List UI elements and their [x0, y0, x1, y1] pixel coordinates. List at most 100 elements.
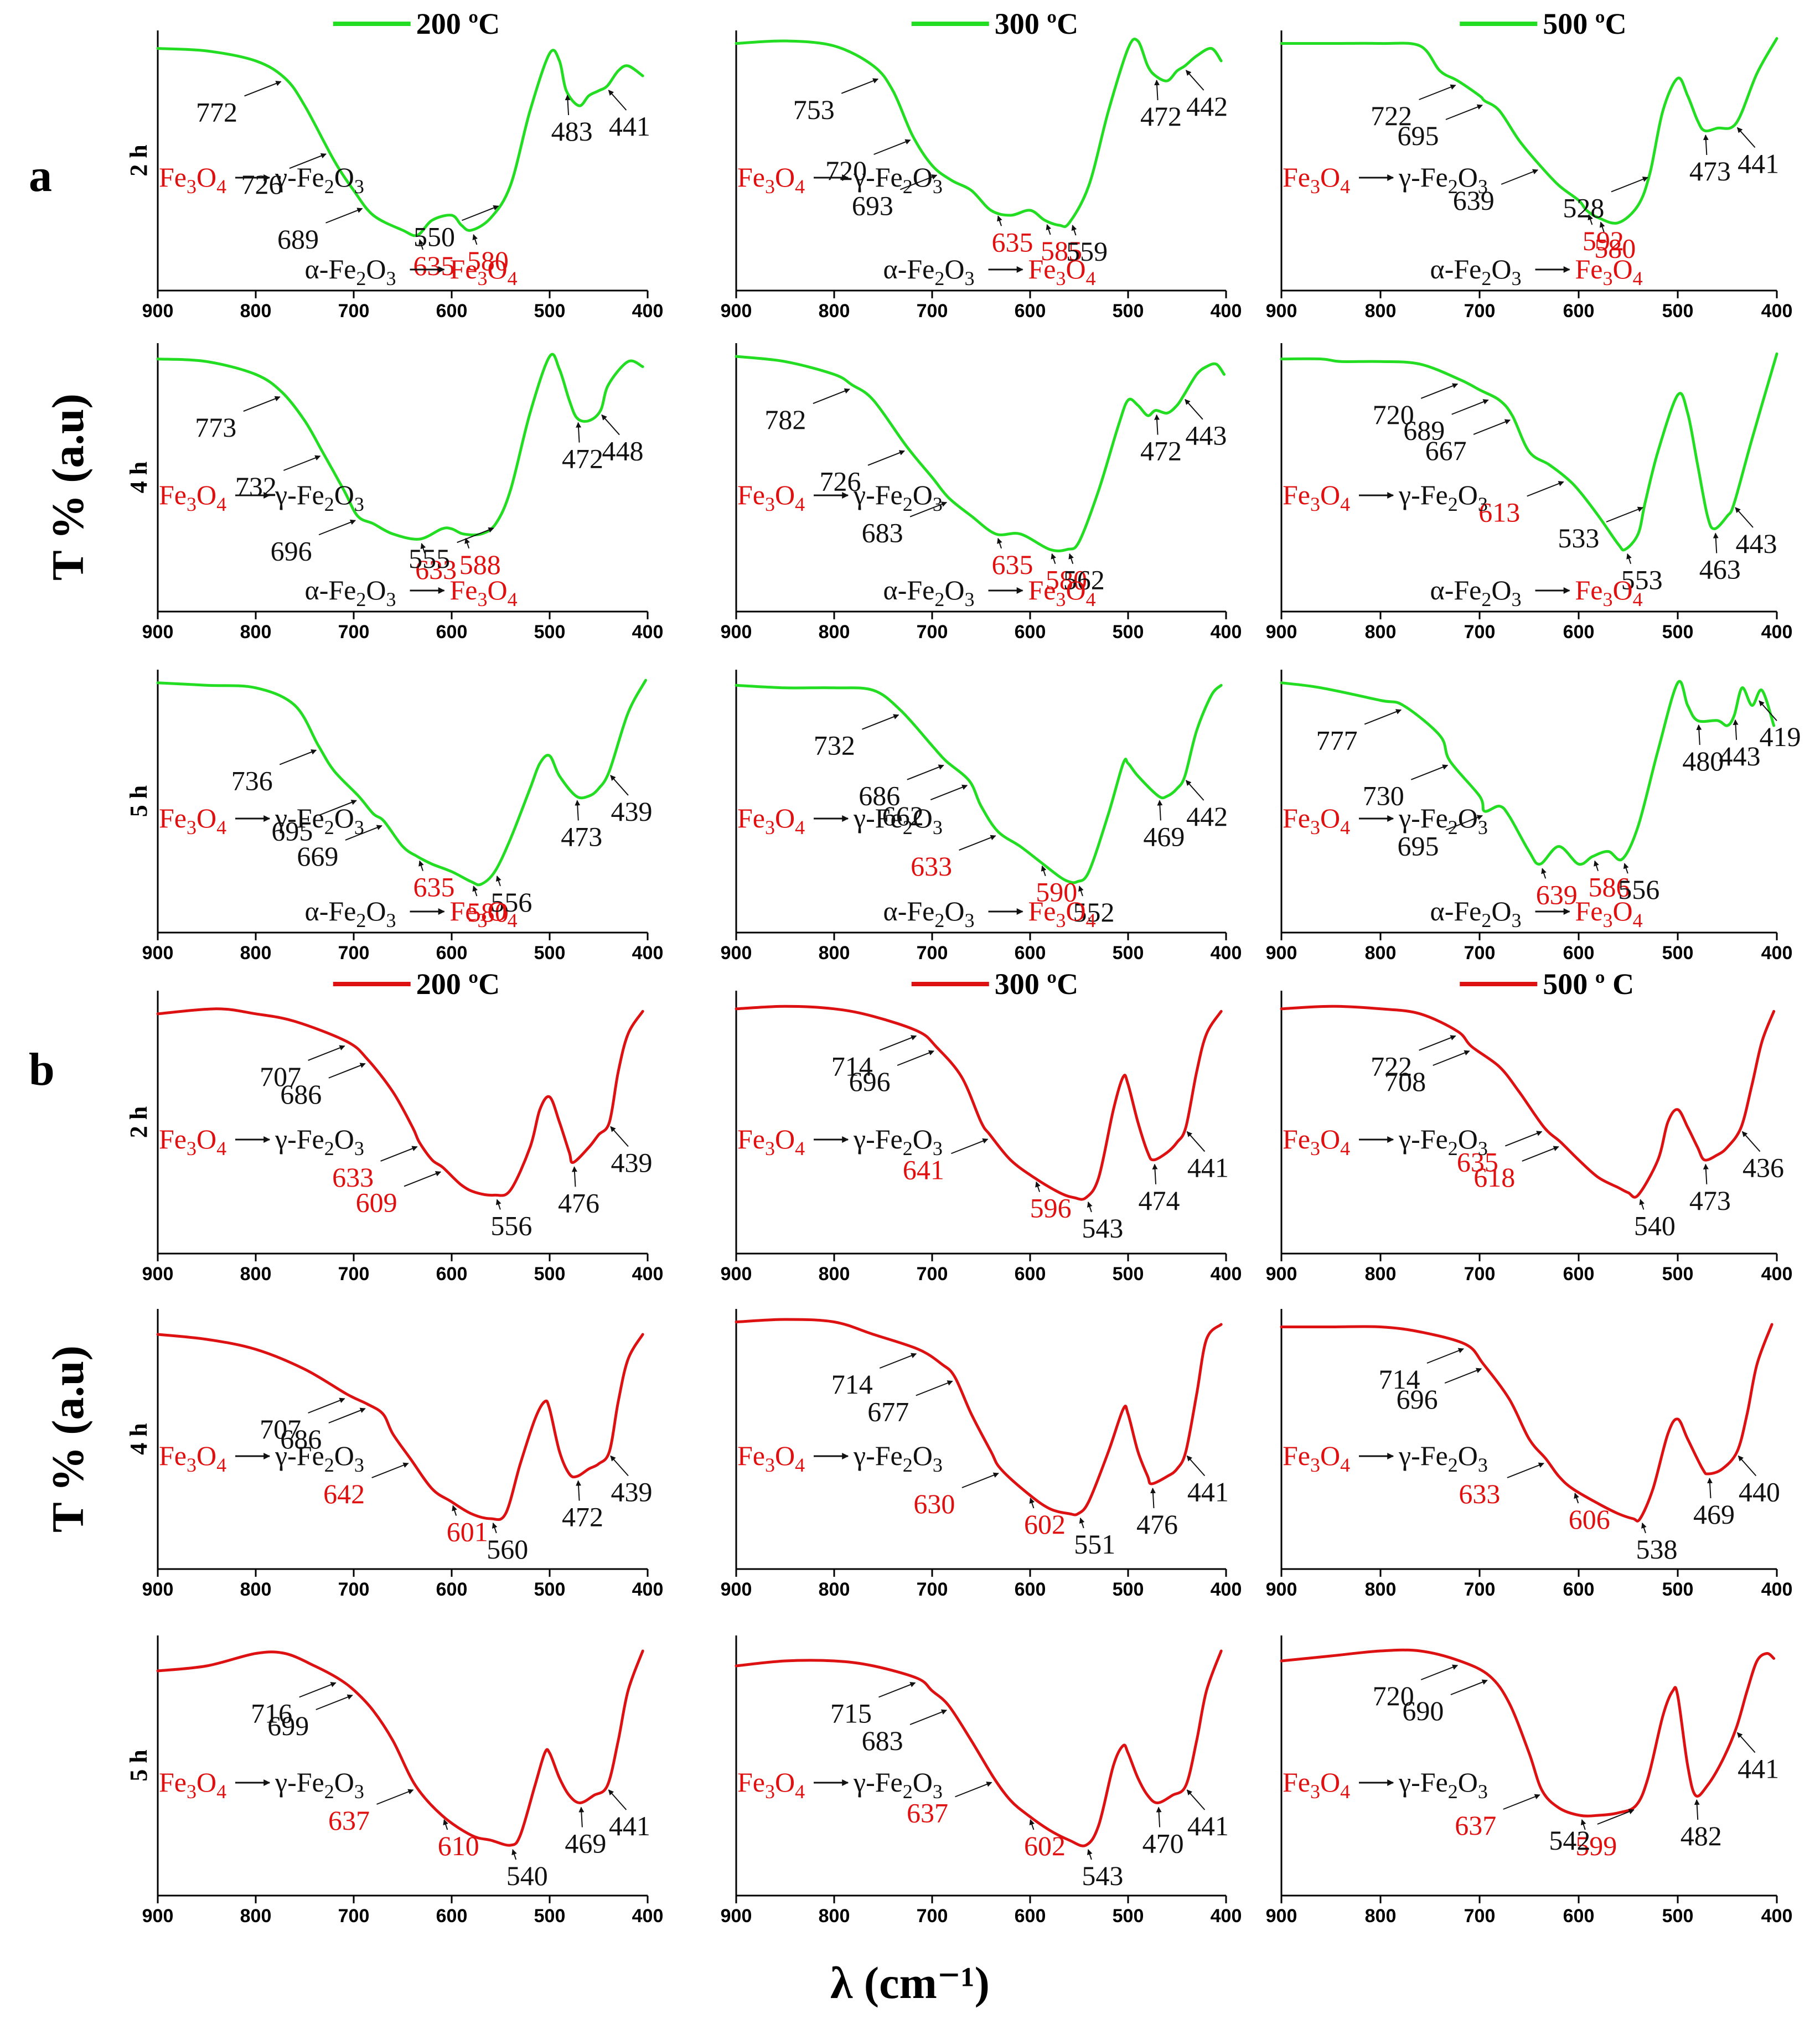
transition-from: α-Fe2O3 — [1430, 253, 1522, 289]
x-tick-label: 900 — [721, 943, 752, 964]
transition-to: γ-Fe2O3 — [1398, 1124, 1488, 1159]
peak-arrow — [576, 422, 582, 443]
peak-arrow — [916, 1380, 953, 1396]
peak-arrow — [1444, 1368, 1482, 1384]
peak-arrow — [511, 1849, 517, 1860]
peak-label: 442 — [1186, 801, 1228, 832]
peak-label: 630 — [913, 1488, 955, 1519]
x-tick-label: 900 — [721, 622, 752, 643]
transition-to: Fe3O4 — [450, 895, 518, 931]
peak-arrow — [610, 1455, 629, 1477]
peak-arrow — [1611, 177, 1648, 193]
peak-arrow — [955, 1782, 992, 1798]
x-tick-label: 800 — [819, 1906, 850, 1927]
peak-arrow — [328, 1063, 366, 1079]
peak-label: 443 — [1736, 528, 1777, 559]
transition-to: γ-Fe2O3 — [1398, 1440, 1488, 1476]
x-tick-label: 500 — [1662, 943, 1694, 964]
peak-label: 580 — [467, 897, 509, 928]
x-tick-label: 600 — [1563, 1579, 1595, 1600]
spectrum-line — [1280, 1323, 1774, 1523]
transition-to: γ-Fe2O3 — [275, 1124, 364, 1159]
peak-arrow — [867, 450, 905, 466]
x-tick-label: 400 — [1211, 1264, 1242, 1285]
x-tick-label: 400 — [1761, 1579, 1793, 1600]
peak-label: 472 — [1140, 436, 1182, 467]
transition-to: γ-Fe2O3 — [1398, 162, 1488, 198]
spectrum-line — [1280, 352, 1778, 552]
x-tick-label: 900 — [721, 301, 752, 322]
x-tick-label: 800 — [1365, 1906, 1397, 1927]
x-tick-label: 400 — [632, 943, 664, 964]
peak-label: 553 — [1621, 565, 1663, 596]
transition-from: Fe3O4 — [159, 1124, 226, 1159]
peak-label: 470 — [1142, 1828, 1184, 1859]
peak-arrow — [1574, 1493, 1579, 1504]
peak-arrow — [1157, 800, 1163, 821]
transition-to: Fe3O4 — [1028, 253, 1096, 289]
peak-arrow — [909, 501, 948, 517]
peak-arrow — [1078, 886, 1084, 897]
transition-from: α-Fe2O3 — [305, 895, 396, 931]
x-tick-label: 700 — [917, 301, 948, 322]
peak-arrow — [283, 455, 321, 471]
x-tick-label: 900 — [1266, 1906, 1297, 1927]
peak-label: 441 — [1187, 1477, 1229, 1508]
transition-from: Fe3O4 — [159, 162, 226, 198]
row-label-a-1: 4 h — [125, 462, 152, 493]
peak-arrow — [1639, 1199, 1645, 1210]
transition-from: Fe3O4 — [737, 1124, 805, 1159]
x-tick-label: 800 — [240, 1579, 272, 1600]
transition-from: α-Fe2O3 — [883, 574, 975, 610]
peak-label: 686 — [280, 1079, 322, 1110]
spectrum-line — [156, 1007, 644, 1197]
transition-from: Fe3O4 — [1283, 1124, 1350, 1159]
peak-label: 555 — [409, 543, 450, 574]
x-tick-label: 600 — [436, 622, 468, 643]
x-tick-label: 800 — [240, 622, 272, 643]
spectrum-line — [1280, 37, 1778, 225]
peak-arrow — [575, 800, 581, 821]
peak-label: 585 — [1041, 235, 1082, 266]
peak-label: 777 — [1316, 725, 1358, 756]
peak-label: 635 — [413, 872, 455, 903]
peak-arrow — [420, 543, 426, 554]
x-tick-label: 700 — [917, 1906, 948, 1927]
peak-arrow — [443, 1819, 448, 1830]
x-tick-label: 800 — [240, 301, 272, 322]
x-tick-label: 600 — [1563, 301, 1595, 322]
spectrum-line — [735, 1649, 1223, 1847]
peak-arrow — [959, 835, 996, 851]
peak-label: 439 — [611, 796, 652, 827]
transition-from: α-Fe2O3 — [1430, 895, 1522, 931]
legend-label-a-0: 200 ºC — [416, 7, 500, 40]
x-tick-label: 700 — [338, 1579, 370, 1600]
peak-arrow — [1185, 780, 1204, 801]
peak-label: 689 — [1403, 415, 1445, 446]
peak-label: 560 — [487, 1534, 528, 1565]
peak-arrow — [462, 205, 499, 221]
transition-from: Fe3O4 — [737, 1440, 805, 1476]
transition-to: Fe3O4 — [1028, 574, 1096, 610]
x-tick-label: 700 — [1464, 943, 1496, 964]
transition-to: γ-Fe2O3 — [853, 1440, 943, 1476]
peak-label: 469 — [565, 1828, 606, 1859]
transition-to: γ-Fe2O3 — [275, 1440, 364, 1476]
peak-arrow — [930, 784, 968, 801]
peak-arrow — [380, 1146, 418, 1162]
x-tick-label: 600 — [1015, 1906, 1046, 1927]
x-tick-label: 600 — [1015, 301, 1046, 322]
peak-label: 732 — [814, 730, 855, 761]
peak-label: 606 — [1569, 1504, 1610, 1535]
subplot-a-r0-c0: 900 800 700 600 500 400 2 h 772 726 689 635 580 550 4… — [125, 30, 663, 322]
x-tick-label: 800 — [1365, 943, 1397, 964]
x-tick-label: 400 — [1761, 943, 1793, 964]
x-tick-label: 500 — [1113, 1264, 1144, 1285]
peak-arrow — [472, 886, 478, 897]
peak-label: 637 — [328, 1805, 370, 1836]
peak-label: 667 — [1425, 435, 1467, 466]
peak-arrow — [1186, 1131, 1206, 1152]
